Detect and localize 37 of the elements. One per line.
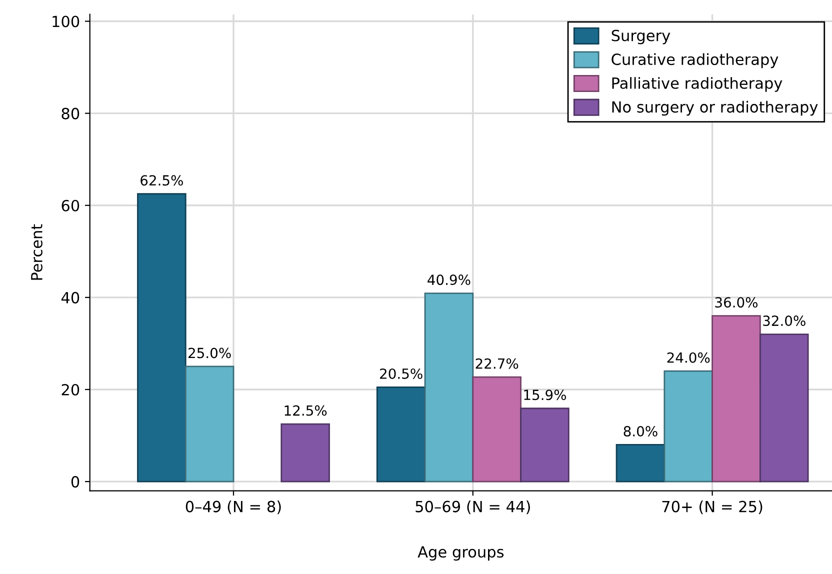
legend-label: No surgery or radiotherapy [612, 100, 818, 116]
x-tick-label: 50–69 (N = 44) [416, 500, 530, 514]
bar [520, 408, 570, 482]
data-label: 40.9% [428, 274, 470, 286]
bar [759, 334, 809, 482]
bar [472, 376, 522, 482]
y-tick-label: 20 [62, 384, 80, 396]
bar [664, 370, 713, 482]
y-axis-title: Percent [31, 224, 42, 280]
bar [184, 366, 234, 482]
legend-label: Palliative radiotherapy [612, 77, 782, 92]
bar [280, 423, 330, 482]
y-tick-label: 40 [61, 292, 80, 304]
bar [712, 315, 761, 482]
data-label: 12.5% [284, 405, 327, 416]
y-tick-label: 100 [52, 16, 80, 28]
data-label: 36.0% [715, 297, 758, 308]
data-label: 8.0% [624, 426, 658, 436]
bar [616, 444, 666, 482]
x-axis-title: Age groups [418, 546, 504, 561]
data-label: 24.0% [667, 352, 710, 363]
y-tick-label: 60 [62, 200, 80, 212]
y-tick-label: 80 [62, 108, 80, 120]
bar [376, 386, 426, 482]
data-label: 62.5% [140, 175, 183, 186]
data-label: 20.5% [380, 368, 422, 379]
legend-label: Curative radiotherapy [612, 53, 778, 68]
x-tick-label: 0–49 (N = 8) [186, 500, 281, 514]
y-tick-label: 0 [71, 476, 80, 488]
data-label: 25.0% [188, 348, 231, 358]
x-tick-label: 70+ (N = 25) [662, 500, 762, 514]
data-label: 22.7% [476, 358, 518, 369]
data-label: 32.0% [763, 316, 806, 326]
bar [424, 292, 474, 482]
data-label: 15.9% [524, 390, 566, 400]
legend-label: Surgery [612, 30, 670, 44]
bar [137, 193, 186, 482]
